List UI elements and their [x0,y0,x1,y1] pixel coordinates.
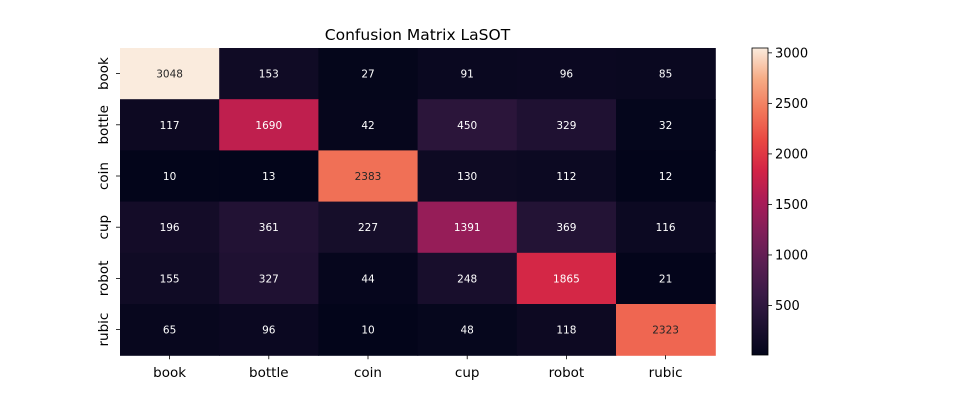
heatmap-cell [219,150,319,203]
heatmap-cell [219,201,319,254]
heatmap-cell [120,99,220,151]
cell-value-label: 112 [556,171,576,183]
chart-title: Confusion Matrix LaSOT [325,26,511,44]
cell-value-label: 153 [259,69,279,81]
heatmap-cell [516,304,617,356]
heatmap-cell [616,304,716,356]
heatmap-cell [417,99,518,151]
heatmap-cell [120,252,220,305]
x-tick-label: book [153,365,186,381]
heatmap-cell [616,48,716,100]
heatmap-cell [318,201,419,254]
cell-value-label: 1690 [255,120,282,132]
cell-value-label: 329 [556,120,576,132]
cell-value-label: 327 [259,273,279,285]
heatmap-cell [616,201,716,254]
y-tick-label: robot [96,261,112,297]
cell-value-label: 3048 [156,69,183,81]
cell-value-label: 196 [160,222,180,234]
cell-value-label: 21 [659,273,672,285]
cell-value-label: 96 [262,325,276,337]
y-axis: book bottle coin cup robot rubic [96,57,120,347]
colorbar-tick-label: 2000 [775,147,808,162]
cell-value-label: 2383 [355,171,382,183]
heatmap-cell [616,252,716,305]
cell-value-label: 450 [457,120,477,132]
heatmap-cell [516,150,617,203]
x-axis: book bottle coin cup robot rubic [153,355,683,381]
cell-value-label: 27 [361,69,374,81]
colorbar-tick-label: 3000 [775,46,808,61]
heatmap-cell [318,48,419,100]
cell-value-label: 116 [656,222,676,234]
heatmap-cell [120,201,220,254]
cell-value-label: 118 [556,325,576,337]
cell-value-label: 1865 [553,273,580,285]
cell-value-label: 10 [361,325,374,337]
heatmap-cell [516,201,617,254]
heatmap-cell [318,150,419,203]
cell-value-label: 48 [461,325,474,337]
heatmap-cell [219,304,319,356]
cell-value-label: 130 [457,171,477,183]
heatmap-cell [516,252,617,305]
cell-value-label: 1391 [454,222,481,234]
heatmap-cell [219,48,319,100]
y-tick-label: cup [96,215,112,240]
heatmap-cell [120,150,220,203]
cell-value-label: 32 [659,120,672,132]
colorbar-tick-label: 2500 [775,97,808,112]
cell-value-label: 2323 [652,325,679,337]
heatmap-cell [417,150,518,203]
x-tick-label: cup [455,365,480,381]
colorbar: 500 1000 1500 2000 2500 3000 [751,46,808,356]
heatmap-cell [616,99,716,151]
heatmap-cell [616,150,716,203]
heatmap-cell [417,304,518,356]
x-tick-label: coin [354,365,382,381]
x-tick-label: robot [549,365,585,381]
colorbar-tick-label: 1000 [775,248,808,263]
colorbar-tick-label: 1500 [775,198,808,213]
colorbar-gradient [751,47,769,356]
cell-value-label: 369 [556,222,576,234]
heatmap-cell [417,201,518,254]
heatmap-cell [516,99,617,151]
colorbar-tick-label: 500 [775,299,800,314]
x-tick-label: rubic [649,365,683,381]
cell-value-label: 12 [659,171,672,183]
cell-value-label: 85 [659,69,672,81]
cell-value-label: 117 [160,120,180,132]
cell-value-label: 42 [361,120,374,132]
heatmap-cell [318,304,419,356]
heatmap-cell [120,48,220,100]
y-tick-label: rubic [96,313,112,347]
x-tick-label: bottle [249,365,288,381]
cell-value-label: 227 [358,222,378,234]
cell-value-label: 96 [560,69,574,81]
heatmap-cells: 3048 153 27 91 96 85 117 1690 42 450 329 32 10 13 2383… [120,48,716,356]
heatmap-cell [318,252,419,305]
heatmap-cell [417,252,518,305]
cell-value-label: 65 [163,325,176,337]
y-tick-label: book [96,57,112,90]
heatmap-cell [318,99,419,151]
heatmap-cell [219,252,319,305]
heatmap-cell [417,48,518,100]
cell-value-label: 10 [163,171,176,183]
y-tick-label: bottle [96,105,112,144]
y-tick-label: coin [96,162,112,190]
cell-value-label: 44 [361,273,375,285]
heatmap-cell [516,48,617,100]
cell-value-label: 248 [457,273,477,285]
cell-value-label: 361 [259,222,279,234]
heatmap-cell [120,304,220,356]
cell-value-label: 155 [160,273,180,285]
cell-value-label: 13 [262,171,275,183]
cell-value-label: 91 [461,69,474,81]
heatmap-cell [219,99,319,151]
